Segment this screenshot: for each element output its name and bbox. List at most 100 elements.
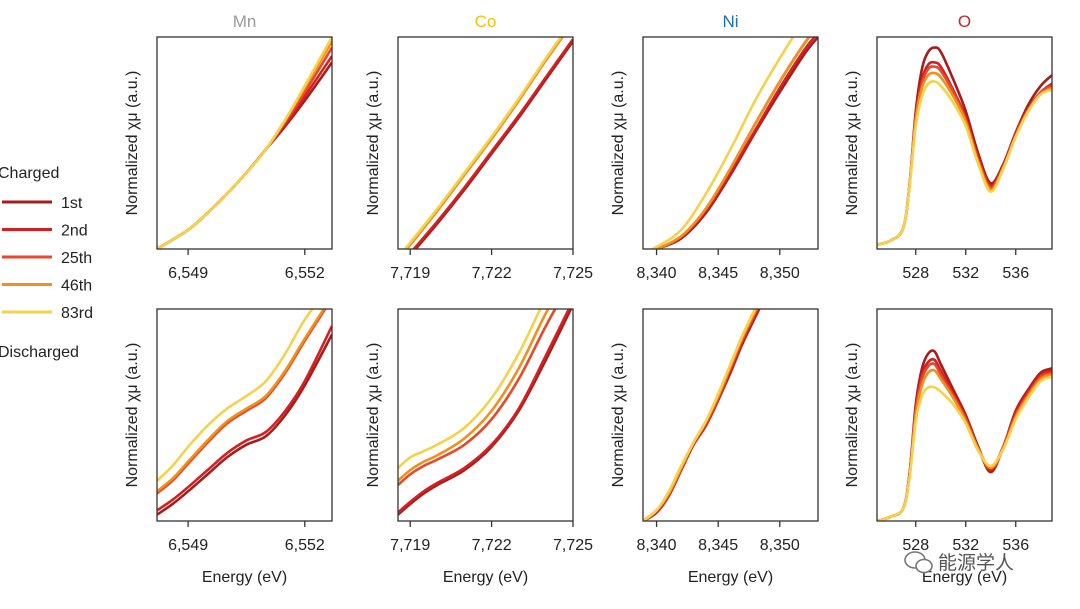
y-axis-label: Normalized χμ (a.u.) — [365, 343, 382, 488]
x-tick-label: 8,340 — [637, 537, 677, 554]
series-line-2nd — [877, 60, 1052, 247]
series-line-83rd — [157, 37, 332, 249]
series-group — [643, 309, 761, 521]
series-line-2nd — [157, 325, 332, 512]
plot-frame — [642, 308, 819, 522]
plot-frame — [156, 36, 333, 250]
panel-title: Mn — [233, 12, 257, 31]
x-tick-label: 532 — [952, 537, 979, 554]
panel-title: O — [958, 12, 971, 31]
y-axis-label: Normalized χμ (a.u.) — [365, 71, 382, 216]
x-axis-label: Energy (eV) — [922, 569, 1007, 586]
x-tick-label: 8,345 — [698, 537, 738, 554]
x-tick-label: 6,549 — [168, 265, 208, 282]
plot-frame — [397, 36, 574, 250]
legend-label: 25th — [61, 250, 92, 267]
series-line-25th — [877, 362, 1052, 521]
panel-title: Co — [475, 12, 497, 31]
legend-entry: 1st — [2, 195, 83, 212]
legend-charged-label: Charged — [0, 165, 59, 182]
series-line-1st — [157, 333, 332, 516]
panel-discharged-3: 528 532 536 Normalized χμ (a.u.) Energy (eV) — [844, 308, 1053, 586]
x-tick-label: 7,725 — [553, 537, 593, 554]
y-axis-label: Normalized χμ (a.u.) — [844, 71, 861, 216]
series-line-83rd — [643, 309, 757, 521]
legend-entry: 25th — [2, 250, 92, 267]
series-line-25th — [877, 65, 1052, 247]
x-tick-label: 8,345 — [698, 265, 738, 282]
legend-entry: 46th — [2, 278, 92, 295]
panel-charged-1: 7,719 7,722 7,725 Normalized χμ (a.u.) Co — [365, 12, 593, 282]
panel-charged-2: 8,340 8,345 8,350 Normalized χμ (a.u.) Ni — [610, 12, 819, 282]
y-axis-label: Normalized χμ (a.u.) — [610, 343, 627, 488]
x-tick-label: 7,719 — [390, 265, 430, 282]
series-line-1st — [877, 46, 1052, 247]
y-axis-label: Normalized χμ (a.u.) — [844, 343, 861, 488]
panel-discharged-0: 6,549 6,552 Normalized χμ (a.u.) Energy (eV… — [124, 308, 333, 586]
x-tick-label: 8,340 — [637, 265, 677, 282]
series-line-46th — [157, 309, 326, 493]
series-line-2nd — [652, 37, 817, 249]
panel-title: Ni — [722, 12, 738, 31]
panel-charged-3: 528 532 536 Normalized χμ (a.u.) O — [844, 12, 1053, 282]
x-tick-label: 528 — [902, 265, 929, 282]
x-tick-label: 536 — [1002, 537, 1029, 554]
x-tick-label: 528 — [902, 537, 929, 554]
watermark-text: 能源学人 — [938, 552, 1014, 574]
y-axis-label: Normalized χμ (a.u.) — [124, 71, 141, 216]
legend-label: 2nd — [61, 223, 88, 240]
series-line-1st — [398, 309, 573, 516]
x-axis-label: Energy (eV) — [443, 569, 528, 586]
series-group — [877, 349, 1052, 521]
series-line-83rd — [877, 80, 1052, 247]
series-group — [398, 309, 573, 516]
legend: Charged 1st 2nd 25th 46th 83rd Discharged — [0, 165, 93, 361]
watermark: 能源学人 — [904, 551, 1014, 574]
x-axis-label: Energy (eV) — [202, 569, 287, 586]
series-group — [403, 37, 573, 249]
series-line-2nd — [877, 357, 1052, 521]
x-tick-label: 6,552 — [285, 537, 325, 554]
series-line-46th — [877, 71, 1052, 247]
series-group — [157, 309, 332, 516]
x-tick-label: 8,350 — [760, 537, 800, 554]
series-line-46th — [157, 40, 332, 249]
x-tick-label: 6,549 — [168, 537, 208, 554]
series-line-83rd — [877, 375, 1052, 521]
y-axis-label: Normalized χμ (a.u.) — [610, 71, 627, 216]
series-line-46th — [398, 309, 550, 482]
legend-label: 83rd — [61, 305, 93, 322]
series-line-1st — [877, 349, 1052, 521]
x-tick-label: 7,722 — [472, 265, 512, 282]
x-tick-label: 6,552 — [285, 265, 325, 282]
series-group — [157, 37, 332, 249]
series-line-83rd — [403, 37, 563, 249]
legend-label: 46th — [61, 278, 92, 295]
plot-frame — [876, 308, 1053, 522]
series-line-25th — [157, 46, 332, 249]
series-line-2nd — [412, 38, 573, 249]
plot-frame — [876, 36, 1053, 250]
wechat-icon — [904, 551, 933, 574]
x-tick-label: 536 — [1002, 265, 1029, 282]
y-axis-label: Normalized χμ (a.u.) — [124, 343, 141, 488]
series-line-83rd — [157, 309, 314, 482]
panel-discharged-2: 8,340 8,345 8,350 Normalized χμ (a.u.) Energ… — [610, 308, 819, 586]
x-tick-label: 7,725 — [553, 265, 593, 282]
x-tick-label: 532 — [952, 265, 979, 282]
legend-label: 1st — [61, 195, 83, 212]
panel-charged-0: 6,549 6,552 Normalized χμ (a.u.) Mn — [124, 12, 333, 282]
plot-frame — [642, 36, 819, 250]
x-tick-label: 7,722 — [472, 537, 512, 554]
series-line-2nd — [398, 309, 571, 514]
plot-frame — [397, 308, 574, 522]
panel-discharged-1: 7,719 7,722 7,725 Normalized χμ (a.u.) Energ… — [365, 308, 593, 586]
x-tick-label: 8,350 — [760, 265, 800, 282]
series-group — [877, 46, 1052, 247]
x-axis-label: Energy (eV) — [688, 569, 773, 586]
legend-entry: 2nd — [2, 223, 88, 240]
plot-frame — [156, 308, 333, 522]
series-line-25th — [398, 309, 557, 486]
x-tick-label: 7,719 — [390, 537, 430, 554]
